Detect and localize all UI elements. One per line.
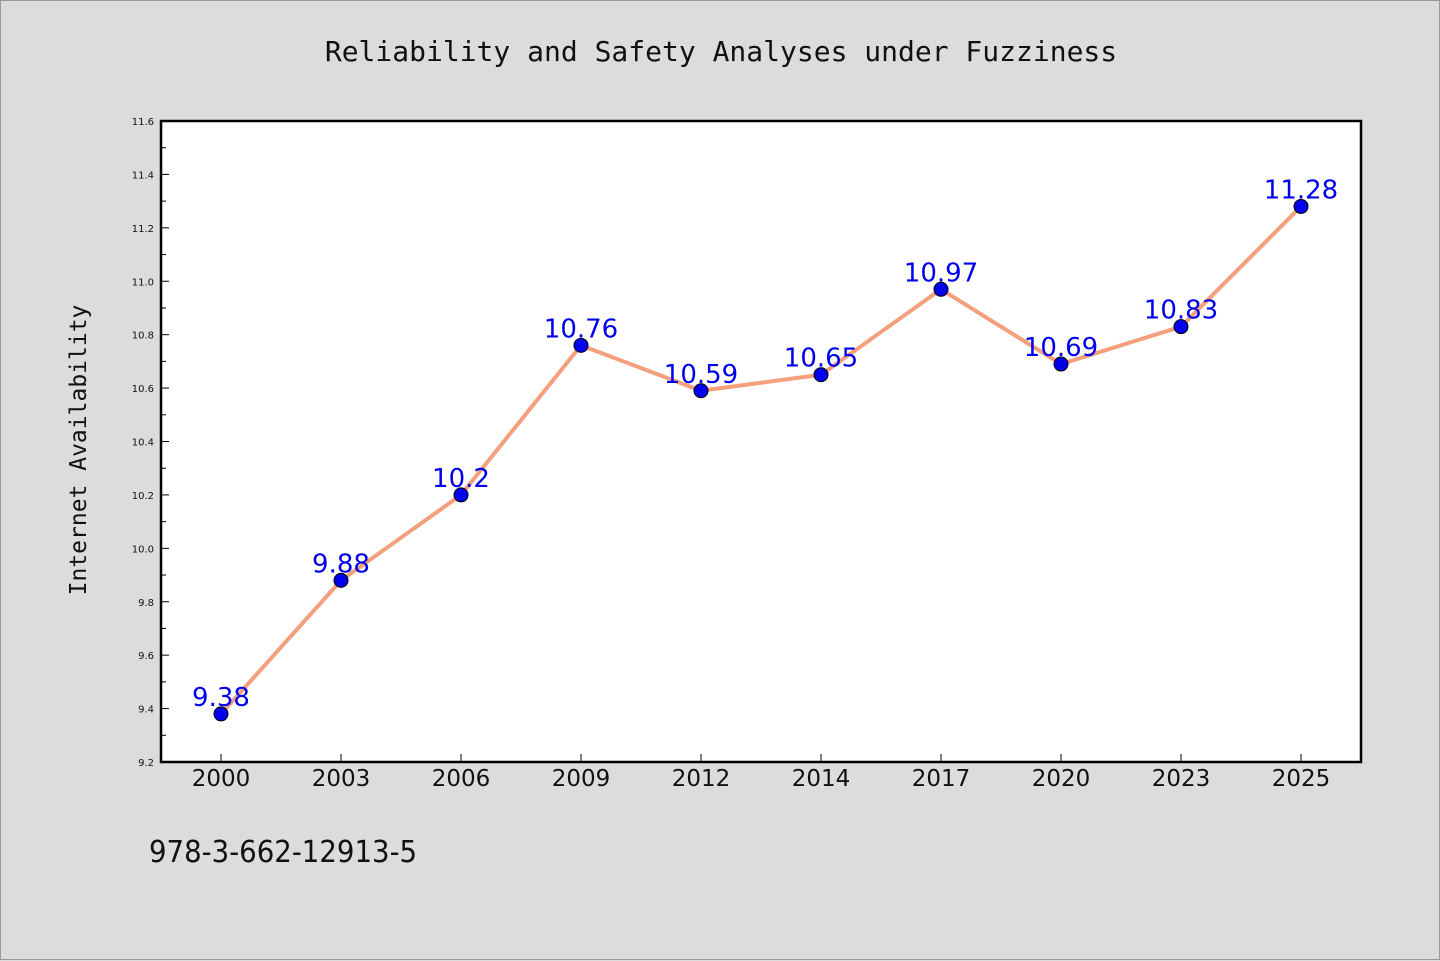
- y-tick-label: 11.0: [132, 277, 154, 288]
- x-tick-label: 2020: [1032, 766, 1091, 792]
- x-tick-label: 2014: [792, 766, 851, 792]
- y-tick-label: 11.4: [132, 170, 154, 181]
- x-tick-label: 2000: [192, 766, 251, 792]
- series-line: [219, 205, 1303, 716]
- x-axis: 2000 2003 2006 2009 2012 2014 2017 2020 2023 2025: [192, 754, 1331, 792]
- data-point: [453, 487, 469, 503]
- data-label: 10.2: [432, 464, 490, 494]
- data-label: 10.83: [1144, 296, 1218, 326]
- x-tick-label: 2006: [432, 766, 491, 792]
- data-point: [213, 706, 229, 722]
- y-axis-label: Internet Availability: [66, 305, 92, 596]
- y-tick-label: 10.8: [132, 331, 154, 342]
- data-point: [1293, 198, 1309, 214]
- y-tick-label: 10.0: [132, 544, 154, 555]
- y-tick-label: 9.8: [138, 598, 154, 609]
- x-tick-label: 2017: [912, 766, 971, 792]
- data-label: 9.38: [192, 683, 250, 713]
- y-tick-label: 10.2: [132, 491, 154, 502]
- data-label: 11.28: [1264, 175, 1338, 205]
- x-tick-label: 2025: [1272, 766, 1331, 792]
- plot-area: [159, 119, 1363, 764]
- x-tick-label: 2009: [552, 766, 611, 792]
- data-label: 10.97: [904, 258, 978, 288]
- data-label: 10.59: [664, 360, 738, 390]
- data-label: 9.88: [312, 549, 370, 579]
- y-tick-label: 11.2: [132, 224, 154, 235]
- x-tick-label: 2003: [312, 766, 371, 792]
- x-tick-label: 2012: [672, 766, 731, 792]
- data-point: [933, 281, 949, 297]
- data-point: [333, 572, 349, 588]
- chart-title: Reliability and Safety Analyses under Fu…: [324, 35, 1118, 68]
- footer-isbn: 978-3-662-12913-5: [149, 835, 418, 870]
- data-label: 10.65: [784, 344, 858, 374]
- y-axis: 9.2 9.4 9.6 9.8 10.0 10.2 10.4 10.6 10.8 11.0 11.2…: [132, 117, 169, 769]
- data-point: [693, 383, 709, 399]
- y-tick-label: 10.6: [132, 384, 154, 395]
- data-series: 9.38 9.88 10.2 10.76 10.59 10.65 10.97 10.69 10.…: [192, 175, 1338, 722]
- y-tick-label: 9.2: [138, 758, 154, 769]
- data-label: 10.69: [1024, 333, 1098, 363]
- y-tick-label: 11.6: [132, 117, 154, 128]
- y-tick-label: 10.4: [132, 438, 154, 449]
- y-tick-label: 9.6: [138, 651, 154, 662]
- data-point: [573, 337, 589, 353]
- data-point: [813, 367, 829, 383]
- y-tick-label: 9.4: [138, 705, 154, 716]
- data-point: [1173, 319, 1189, 335]
- data-label: 10.76: [544, 314, 618, 344]
- data-point: [1053, 356, 1069, 372]
- x-tick-label: 2023: [1152, 766, 1211, 792]
